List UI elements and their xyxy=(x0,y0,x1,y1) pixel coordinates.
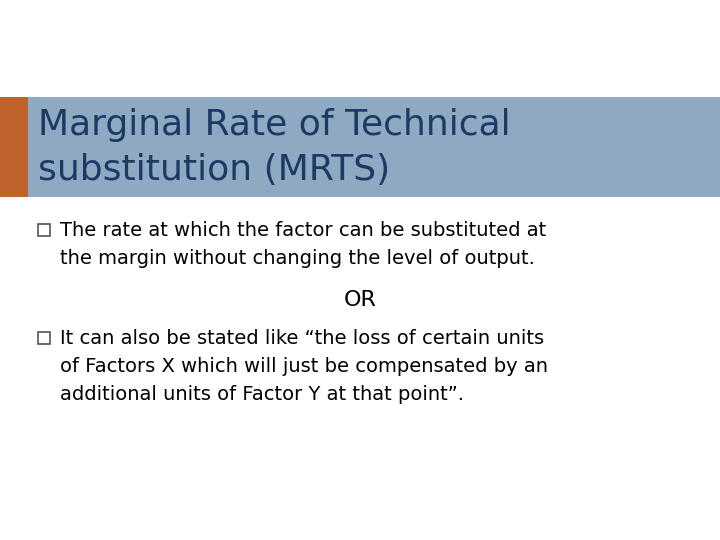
Text: substitution (MRTS): substitution (MRTS) xyxy=(38,153,390,187)
Text: Marginal Rate of Technical: Marginal Rate of Technical xyxy=(38,108,510,142)
Bar xyxy=(0,97,28,197)
Bar xyxy=(38,332,50,344)
Bar xyxy=(38,224,50,236)
Text: It can also be stated like “the loss of certain units: It can also be stated like “the loss of … xyxy=(60,328,544,348)
Text: OR: OR xyxy=(343,290,377,310)
Bar xyxy=(0,97,720,197)
Text: of Factors X which will just be compensated by an: of Factors X which will just be compensa… xyxy=(60,356,548,375)
Text: the margin without changing the level of output.: the margin without changing the level of… xyxy=(60,248,535,267)
Text: additional units of Factor Y at that point”.: additional units of Factor Y at that poi… xyxy=(60,384,464,403)
Text: The rate at which the factor can be substituted at: The rate at which the factor can be subs… xyxy=(60,220,546,240)
